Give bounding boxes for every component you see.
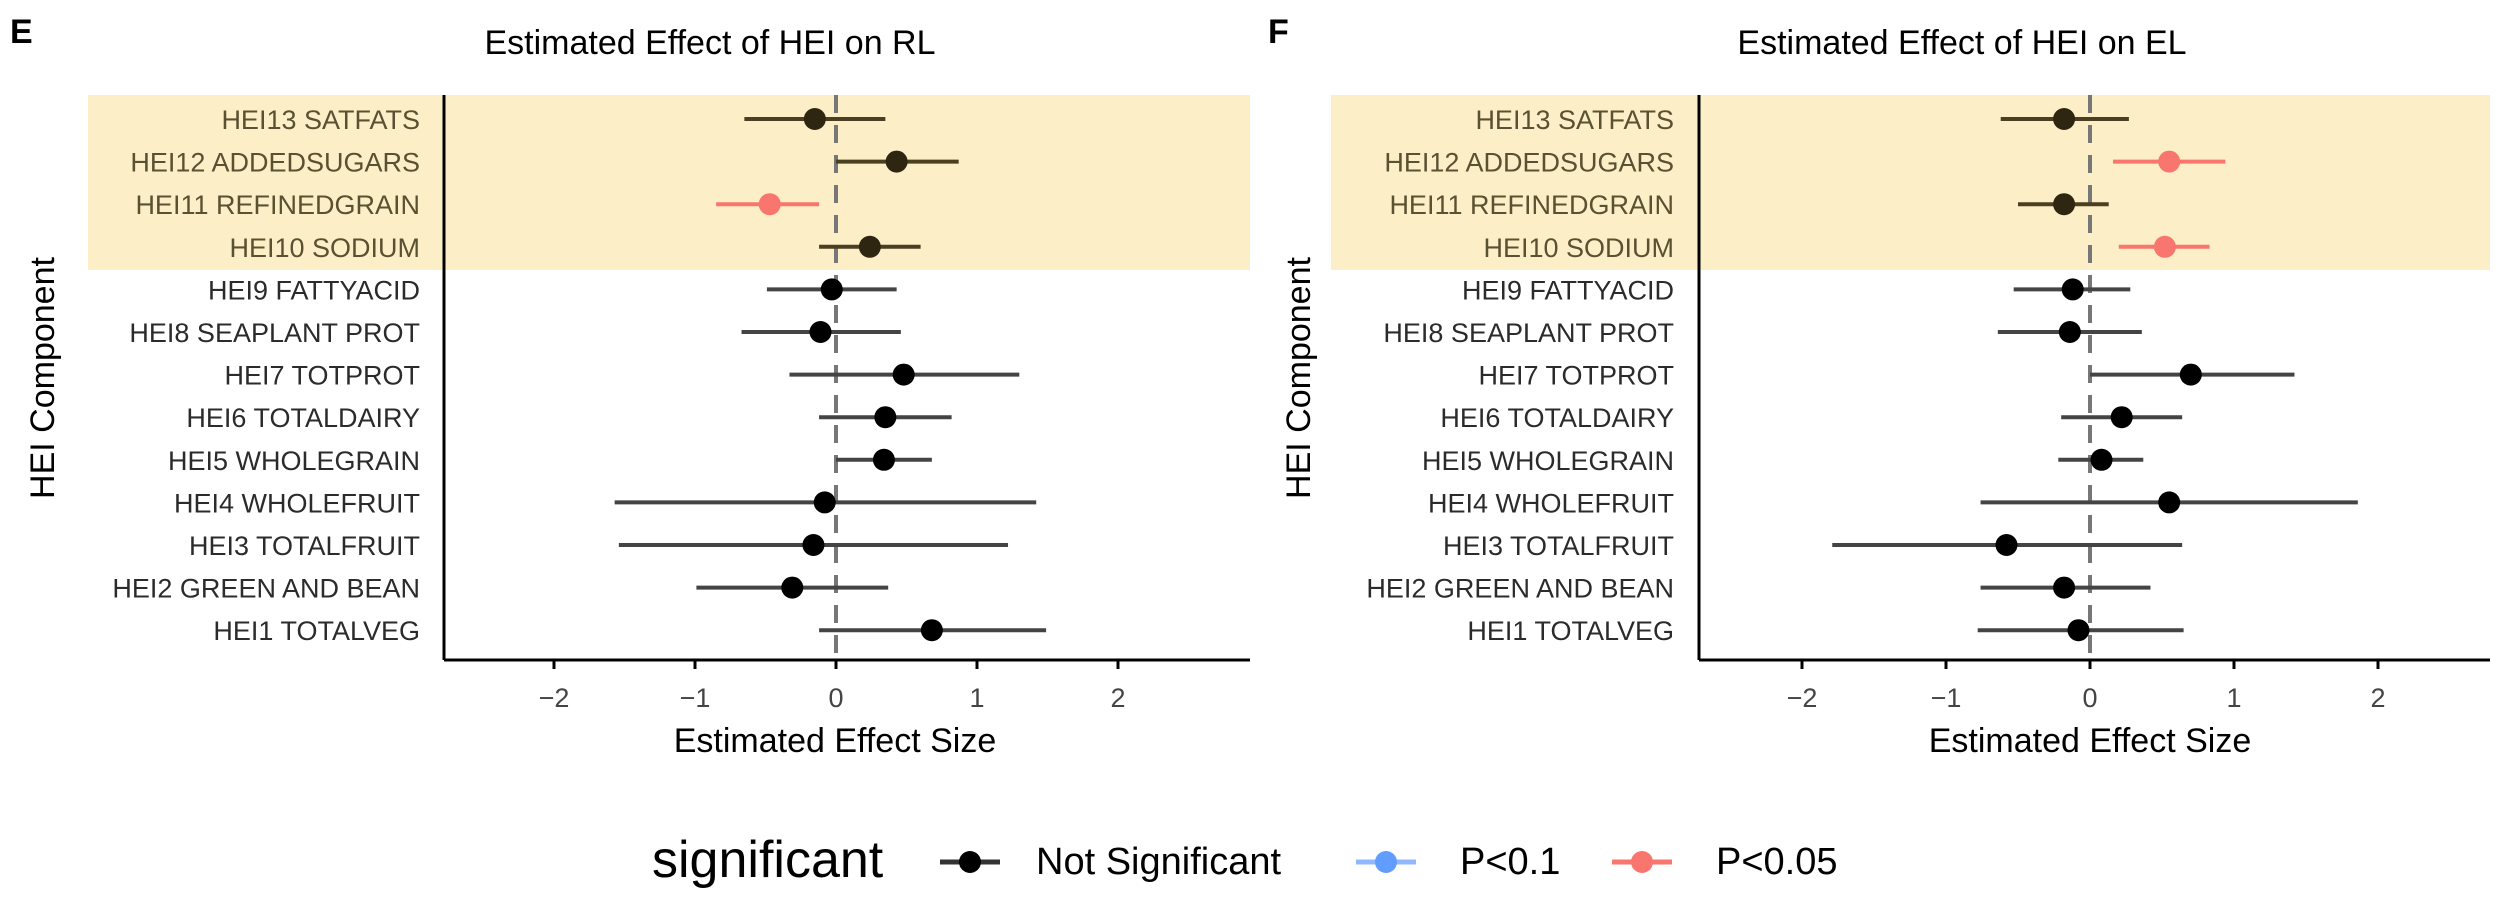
panel-f-row-label-hei11-refinedgrain: HEI11 REFINEDGRAIN — [1389, 190, 1674, 220]
panel-f-label: F — [1268, 13, 1289, 51]
panel-f-row-label-hei2-green-and-bean: HEI2 GREEN AND BEAN — [1366, 574, 1674, 604]
panel-e-point-hei2-green-and-bean — [781, 576, 804, 599]
panel-f-point-hei1-totalveg — [2067, 619, 2090, 642]
panel-e-row-label-hei2-green-and-bean: HEI2 GREEN AND BEAN — [112, 574, 420, 604]
panel-f-point-hei2-green-and-bean — [2053, 576, 2076, 599]
panel-e-label: E — [10, 13, 33, 51]
panel-e-x-tick-label-1: −1 — [680, 683, 711, 713]
legend-key-p005-dot — [1631, 851, 1653, 873]
panel-f-row-label-hei6-totaldairy: HEI6 TOTALDAIRY — [1440, 403, 1674, 433]
panel-f-x-axis-label: Estimated Effect Size — [1929, 722, 2252, 760]
legend-key-not-significant: Not Significant — [940, 841, 1281, 883]
legend-label-not-significant: Not Significant — [1036, 841, 1281, 883]
panel-f-x-tick-label-3: 1 — [2226, 683, 2241, 713]
panel-e-point-hei8-seaplant-prot — [809, 321, 832, 343]
panel-e-point-hei13-satfats — [803, 108, 826, 130]
panel-e-row-label-hei5-wholegrain: HEI5 WHOLEGRAIN — [168, 446, 420, 476]
legend-key-p005: P<0.05 — [1612, 841, 1838, 883]
panel-f-row-label-hei3-totalfruit: HEI3 TOTALFRUIT — [1443, 531, 1674, 561]
legend-key-p01: P<0.1 — [1356, 841, 1560, 883]
panel-e-row-label-hei3-totalfruit: HEI3 TOTALFRUIT — [189, 531, 420, 561]
panel-e-row-label-hei11-refinedgrain: HEI11 REFINEDGRAIN — [135, 190, 420, 220]
panel-f-point-hei6-totaldairy — [2110, 406, 2133, 429]
panel-e-row-label-hei12-addedsugars: HEI12 ADDEDSUGARS — [130, 148, 420, 178]
panel-f-row-label-hei12-addedsugars: HEI12 ADDEDSUGARS — [1384, 148, 1674, 178]
panel-f-point-hei13-satfats — [2053, 108, 2076, 130]
panel-e-point-hei5-wholegrain — [872, 448, 895, 471]
panel-e-row-label-hei13-satfats: HEI13 SATFATS — [221, 105, 420, 135]
panel-f-title: Estimated Effect of HEI on EL — [1737, 24, 2186, 62]
panel-f-row-label-hei1-totalveg: HEI1 TOTALVEG — [1467, 616, 1674, 646]
panel-f-point-hei7-totprot — [2179, 363, 2202, 386]
panel-f-point-hei9-fattyacid — [2061, 278, 2084, 301]
panel-f-row-label-hei13-satfats: HEI13 SATFATS — [1475, 105, 1674, 135]
panel-e-row-label-hei9-fattyacid: HEI9 FATTYACID — [208, 275, 420, 305]
panel-e-x-tick-label-3: 1 — [969, 683, 984, 713]
panel-f-x-tick-label-2: 0 — [2082, 683, 2097, 713]
panel-f-point-hei4-wholefruit — [2158, 491, 2181, 514]
panel-f: F Estimated Effect of HEI on EL HEI13 SA… — [1268, 13, 2490, 760]
panel-f-x-ticks: −2 −1 0 1 2 — [1787, 660, 2386, 713]
panel-f-point-hei12-addedsugars — [2158, 150, 2181, 173]
panel-e-highlight-band — [88, 95, 1250, 270]
panel-f-x-tick-label-1: −1 — [1931, 683, 1962, 713]
legend-title: significant — [652, 831, 884, 889]
panel-e-point-hei3-totalfruit — [802, 534, 825, 556]
panel-f-row-label-hei10-sodium: HEI10 SODIUM — [1483, 233, 1674, 263]
panel-f-point-hei5-wholegrain — [2090, 448, 2113, 471]
panel-e-point-hei6-totaldairy — [874, 406, 897, 429]
panel-f-point-hei3-totalfruit — [1995, 534, 2018, 556]
panel-f-highlight-band — [1331, 95, 2490, 270]
panel-f-point-hei10-sodium — [2153, 235, 2176, 258]
panel-e-point-hei11-refinedgrain — [758, 193, 781, 216]
panel-f-y-axis-label: HEI Component — [1280, 256, 1318, 498]
panel-f-row-label-hei4-wholefruit: HEI4 WHOLEFRUIT — [1428, 488, 1674, 518]
panel-e-title: Estimated Effect of HEI on RL — [484, 24, 935, 62]
panel-e-row-label-hei7-totprot: HEI7 TOTPROT — [224, 361, 420, 391]
panel-e-x-tick-label-4: 2 — [1110, 683, 1125, 713]
legend: significant Not Significant P<0.1 P<0.05 — [652, 831, 1838, 889]
legend-key-not-significant-dot — [959, 851, 981, 873]
panel-f-row-label-hei8-seaplant-prot: HEI8 SEAPLANT PROT — [1383, 318, 1674, 348]
panel-e-row-label-hei4-wholefruit: HEI4 WHOLEFRUIT — [174, 488, 420, 518]
panel-f-point-hei11-refinedgrain — [2053, 193, 2076, 216]
panel-e: E Estimated Effect of HEI on RL HEI13 SA… — [10, 13, 1250, 760]
panel-f-x-tick-label-4: 2 — [2370, 683, 2385, 713]
panel-f-row-label-hei5-wholegrain: HEI5 WHOLEGRAIN — [1422, 446, 1674, 476]
panel-e-point-hei4-wholefruit — [813, 491, 836, 514]
panel-e-rows: HEI13 SATFATS HEI12 ADDEDSUGARS HEI11 REFI… — [112, 95, 1047, 660]
legend-label-p005: P<0.05 — [1716, 841, 1838, 883]
panel-e-row-label-hei10-sodium: HEI10 SODIUM — [229, 233, 420, 263]
panel-e-point-hei9-fattyacid — [820, 278, 843, 301]
legend-key-p01-dot — [1375, 851, 1397, 873]
panel-e-y-axis-label: HEI Component — [24, 256, 62, 498]
panel-e-row-label-hei6-totaldairy: HEI6 TOTALDAIRY — [186, 403, 420, 433]
panel-e-point-hei10-sodium — [858, 235, 881, 258]
panel-e-row-label-hei8-seaplant-prot: HEI8 SEAPLANT PROT — [129, 318, 420, 348]
panel-f-x-tick-label-0: −2 — [1787, 683, 1818, 713]
panel-e-x-ticks: −2 −1 0 1 2 — [539, 660, 1126, 713]
panel-f-row-label-hei9-fattyacid: HEI9 FATTYACID — [1462, 275, 1674, 305]
panel-f-row-label-hei7-totprot: HEI7 TOTPROT — [1478, 361, 1674, 391]
panel-e-point-hei12-addedsugars — [885, 150, 908, 173]
panel-f-rows: HEI13 SATFATS HEI12 ADDEDSUGARS HEI11 REFI… — [1366, 95, 2358, 660]
panel-e-x-tick-label-0: −2 — [539, 683, 570, 713]
panel-e-row-label-hei1-totalveg: HEI1 TOTALVEG — [213, 616, 420, 646]
panel-e-x-axis-label: Estimated Effect Size — [674, 722, 997, 760]
panel-e-point-hei7-totprot — [892, 363, 915, 386]
panel-e-point-hei1-totalveg — [920, 619, 943, 642]
legend-label-p01: P<0.1 — [1460, 841, 1560, 883]
panel-e-x-tick-label-2: 0 — [828, 683, 843, 713]
panel-f-point-hei8-seaplant-prot — [2058, 321, 2081, 343]
